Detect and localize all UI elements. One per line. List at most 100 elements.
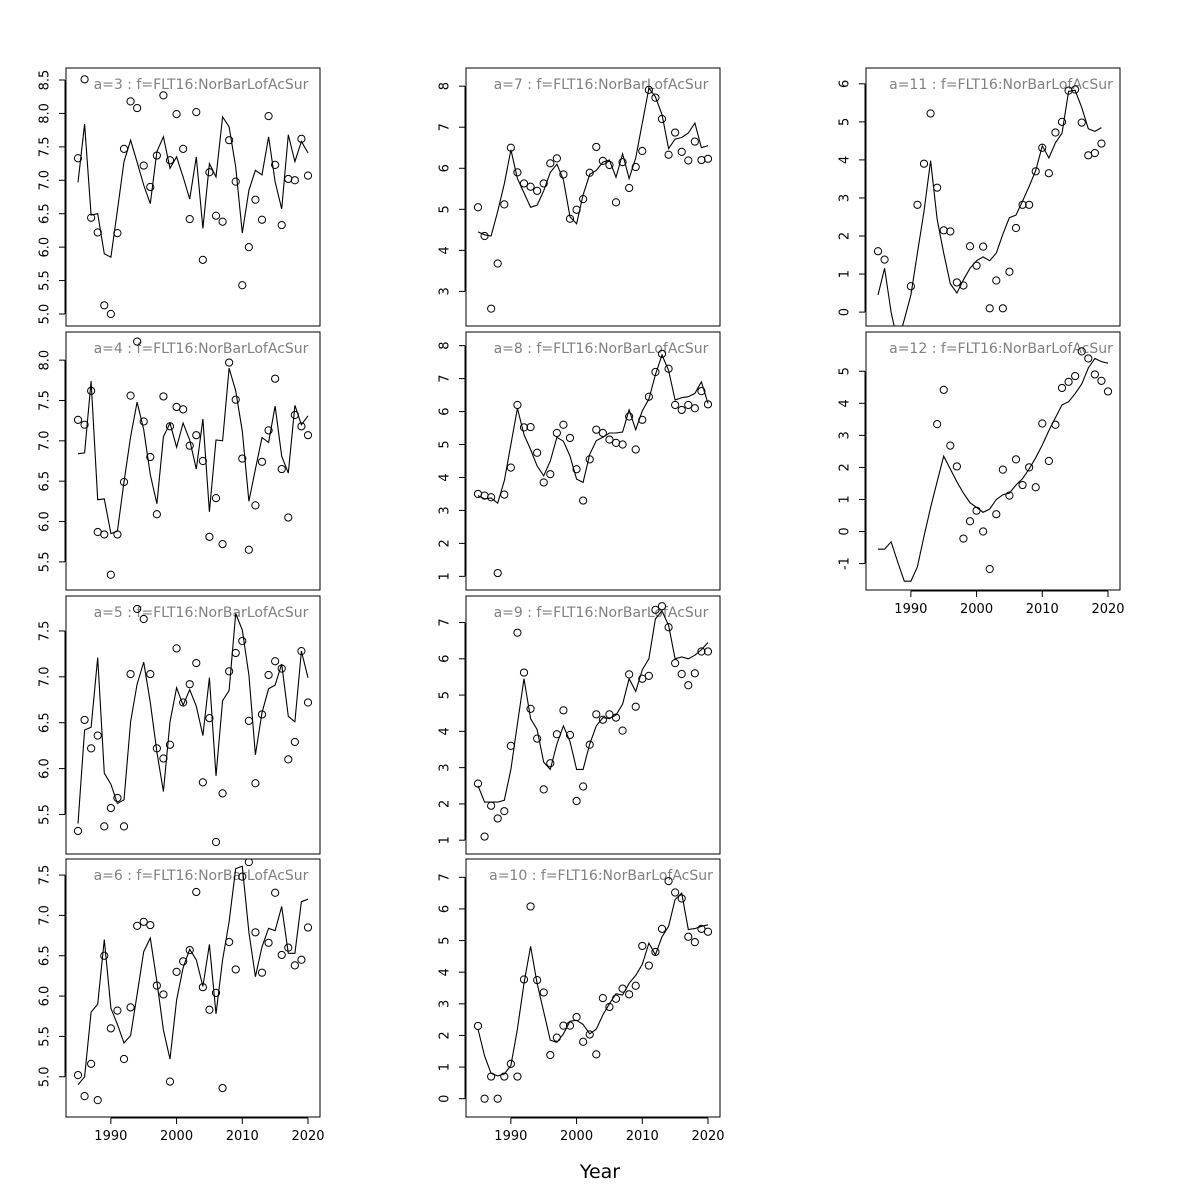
y-tick-label: 5 <box>838 367 853 375</box>
observed-point <box>657 114 667 124</box>
observed-point <box>506 741 515 750</box>
y-tick-label: 7.0 <box>38 430 53 451</box>
observed-point <box>271 374 280 383</box>
y-tick-label: 3 <box>438 287 453 295</box>
observed-point <box>218 789 227 798</box>
observed-point <box>513 400 522 410</box>
observed-point <box>303 923 313 932</box>
observed-point <box>257 710 267 719</box>
observed-point <box>211 837 221 847</box>
observed-point <box>579 496 588 505</box>
observed-point <box>919 159 929 168</box>
panel-title: a=3 : f=FLT16:NorBarLofAcSur <box>94 77 309 93</box>
observed-point <box>80 420 89 429</box>
observed-point <box>139 917 148 926</box>
observed-point <box>277 464 286 474</box>
panel-frame <box>465 331 721 591</box>
y-tick-label: 5 <box>838 118 853 126</box>
y-tick-label: 5.5 <box>38 552 53 573</box>
observed-point <box>100 822 109 831</box>
observed-point <box>959 281 968 290</box>
fitted-series-line <box>77 613 309 824</box>
y-tick-label: 2 <box>838 463 853 471</box>
observed-point <box>1025 463 1034 472</box>
observed-point <box>126 669 135 679</box>
observed-point <box>985 564 994 574</box>
observed-point <box>526 182 535 191</box>
observed-point <box>873 247 883 256</box>
observed-point <box>133 103 142 113</box>
observed-point <box>487 1072 496 1081</box>
observed-point <box>139 417 148 426</box>
observed-point <box>277 664 286 673</box>
observed-point <box>644 671 653 680</box>
observed-point <box>198 255 207 264</box>
observed-point <box>690 137 699 146</box>
observed-point <box>913 200 922 209</box>
panel-1: 5.0 5.5 6.0 6.5 7.0 7.5 8.0 8.5 a=3 : f=FLT16:No… <box>38 67 321 327</box>
observed-point <box>113 229 122 238</box>
observed-point <box>618 440 627 449</box>
observed-point <box>264 426 273 435</box>
y-tick-label: 1 <box>838 495 853 503</box>
observed-point <box>519 179 529 188</box>
observed-point <box>546 759 555 768</box>
observed-point <box>185 680 194 689</box>
y-tick-label: 8.0 <box>38 103 53 124</box>
observed-point <box>559 1021 568 1030</box>
panel-frame <box>865 67 1121 327</box>
observed-point <box>198 778 207 787</box>
observed-point <box>205 714 214 723</box>
panel-title: a=10 : f=FLT16:NorBarLofAcSur <box>489 868 713 884</box>
observed-point <box>290 961 299 970</box>
observed-point <box>598 994 607 1003</box>
x-tick-label: 2010 <box>1026 602 1059 617</box>
observed-point <box>533 448 542 457</box>
observed-point <box>952 278 961 287</box>
x-tick-label: 2010 <box>626 1129 659 1144</box>
observed-point <box>231 965 240 974</box>
observed-point <box>631 162 640 172</box>
observed-point <box>1071 371 1080 381</box>
observed-point <box>611 198 621 207</box>
plot-area <box>473 602 713 841</box>
observed-point <box>257 215 267 224</box>
observed-point <box>546 470 555 479</box>
y-tick-label: 6.0 <box>38 511 53 532</box>
observed-point <box>192 658 201 668</box>
observed-point <box>1018 200 1027 209</box>
observed-point <box>251 779 260 788</box>
observed-point <box>585 740 594 749</box>
observed-point <box>493 259 502 268</box>
observed-point <box>244 716 253 725</box>
observed-point <box>205 532 214 541</box>
observed-point <box>906 282 915 291</box>
observed-point <box>677 405 686 415</box>
x-tick-label: 2000 <box>160 1129 193 1144</box>
observed-point <box>972 506 981 515</box>
observed-point <box>684 932 693 941</box>
observed-point <box>572 796 581 806</box>
observed-point <box>473 489 483 499</box>
observed-point <box>1097 139 1106 148</box>
observed-point <box>605 435 614 444</box>
observed-point <box>625 412 634 421</box>
observed-point <box>513 628 522 637</box>
y-tick-label: 7 <box>438 618 453 626</box>
observed-point <box>513 1072 522 1081</box>
panel-frame <box>865 331 1121 591</box>
panel-title: a=8 : f=FLT16:NorBarLofAcSur <box>494 341 709 357</box>
observed-point <box>690 938 699 947</box>
y-tick-label: 6 <box>438 905 453 913</box>
observed-point <box>677 894 686 903</box>
observed-point <box>284 513 293 522</box>
observed-point <box>1097 376 1106 385</box>
observed-point <box>211 988 221 997</box>
panel-title: a=11 : f=FLT16:NorBarLofAcSur <box>889 77 1113 93</box>
y-tick-label: 4 <box>438 968 453 976</box>
observed-point <box>251 501 260 510</box>
observed-point <box>592 425 601 434</box>
panel-title: a=12 : f=FLT16:NorBarLofAcSur <box>889 341 1113 357</box>
y-tick-label: 1 <box>838 270 853 278</box>
y-tick-label: -1 <box>838 557 853 570</box>
